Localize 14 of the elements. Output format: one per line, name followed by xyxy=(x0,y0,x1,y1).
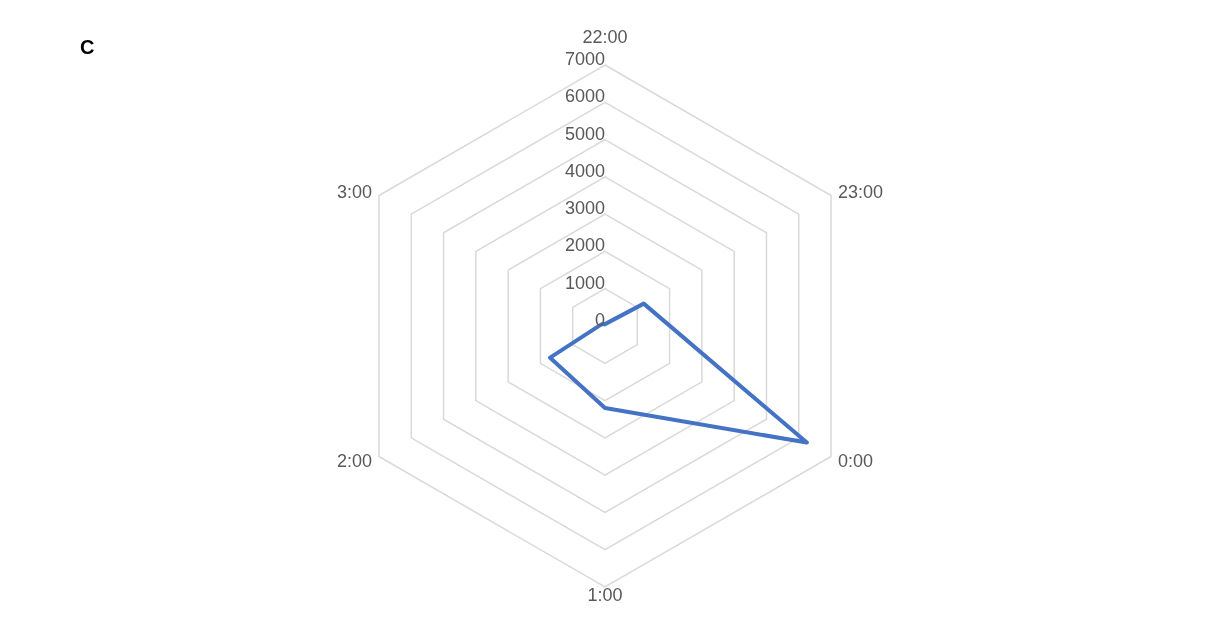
y-tick-label: 5000 xyxy=(564,123,605,144)
y-tick-label: 7000 xyxy=(564,49,605,69)
y-tick-label: 3000 xyxy=(564,198,605,219)
text: C xyxy=(80,36,95,59)
spoke-label: 3:00 xyxy=(336,181,373,202)
spoke-label: 23:00 xyxy=(837,181,884,202)
y-tick-label: 6000 xyxy=(564,86,605,107)
spoke-label: 1:00 xyxy=(587,585,623,605)
y-tick-label: 4000 xyxy=(564,160,605,181)
spoke-label: 22:00 xyxy=(582,27,628,47)
y-tick-label: 2000 xyxy=(564,235,605,256)
y-tick-label: 1000 xyxy=(564,272,605,293)
spoke-label: 2:00 xyxy=(336,450,373,471)
spoke-label: 0:00 xyxy=(837,450,874,471)
